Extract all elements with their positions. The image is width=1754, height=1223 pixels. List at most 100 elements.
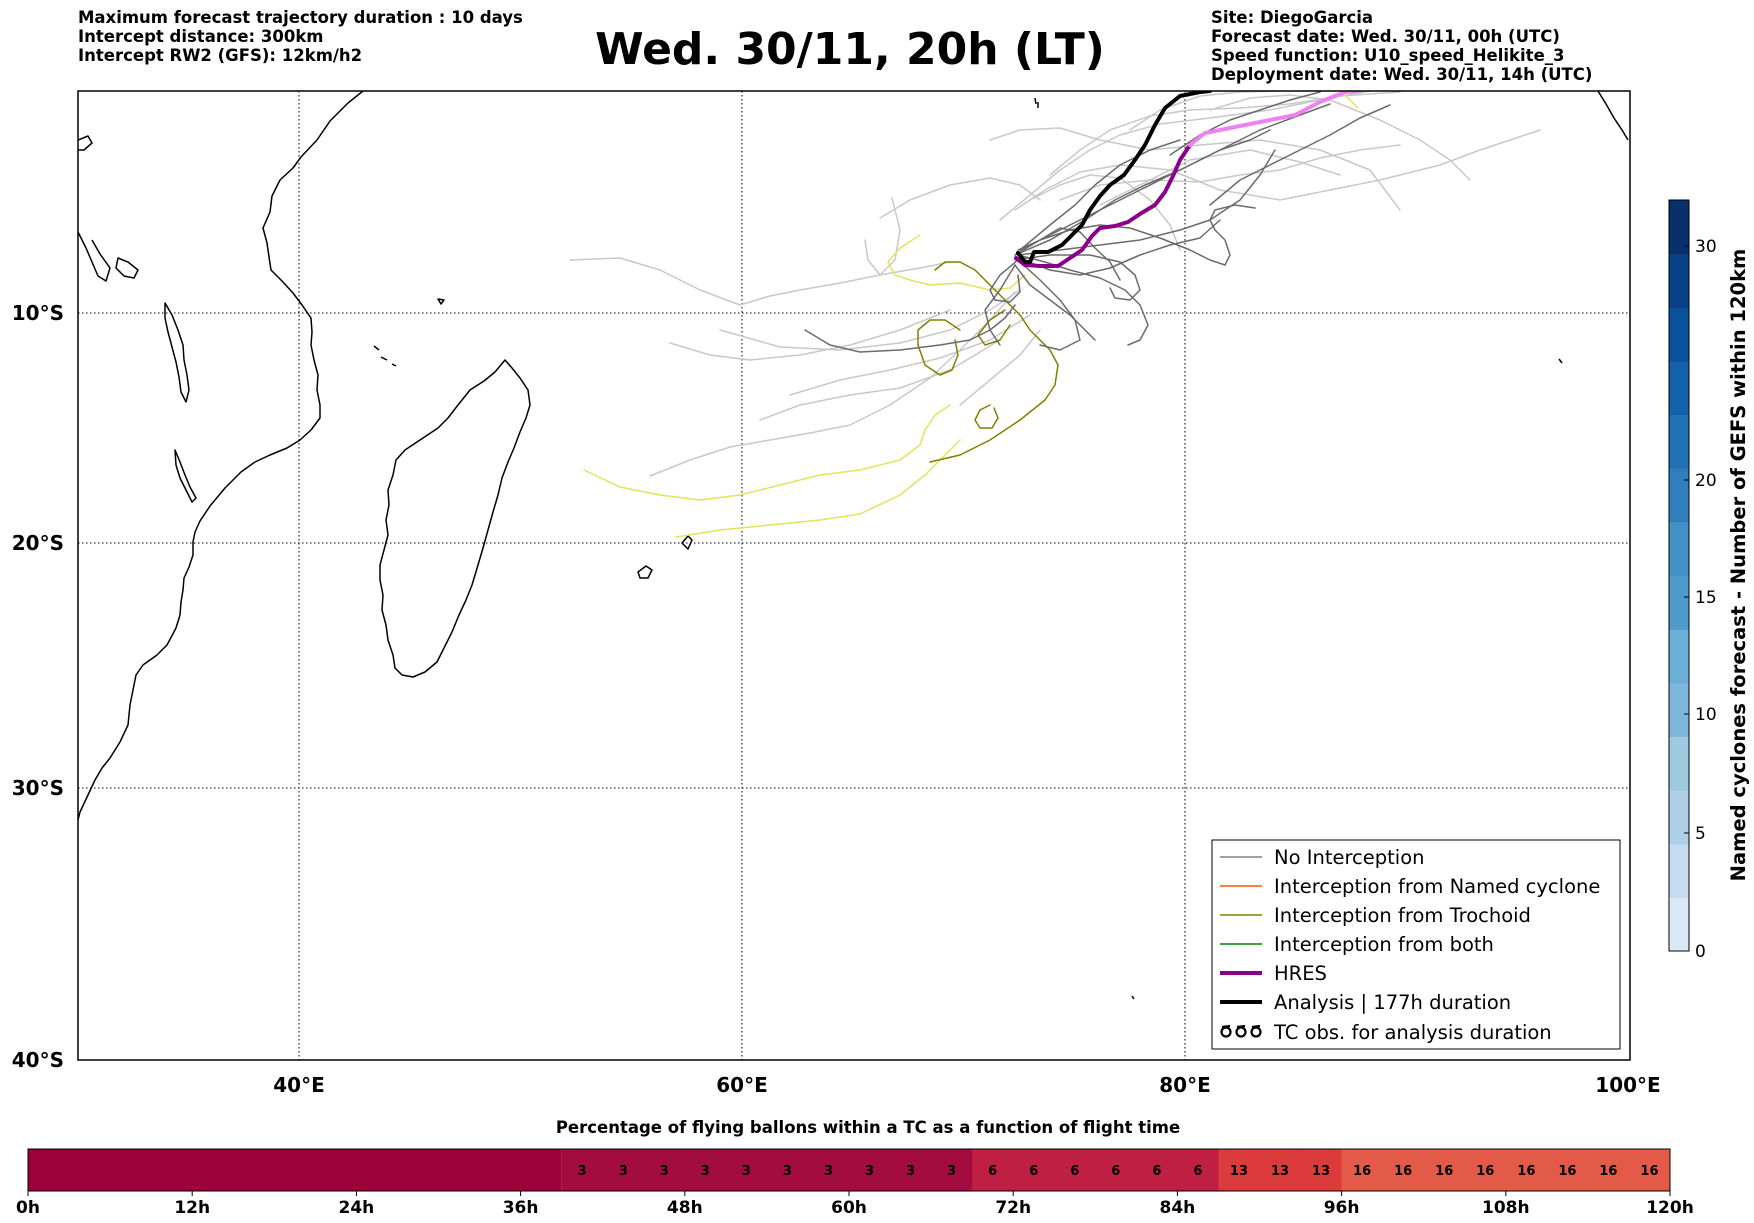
traj-y-1 — [583, 404, 951, 501]
header-max-duration: Maximum forecast trajectory duration : 1… — [78, 8, 523, 27]
traj-dg-1 — [804, 304, 1016, 353]
traj-dg-12 — [1017, 219, 1221, 276]
traj-dg-4 — [1014, 254, 1141, 301]
hres-path-late — [1188, 91, 1362, 147]
header-right: Site: DiegoGarcia Forecast date: Wed. 30… — [1211, 8, 1592, 84]
traj-dg-11 — [1017, 149, 1276, 256]
percentage-bar-hour-label: 48h — [667, 1198, 703, 1218]
percentage-bar-value: 3 — [947, 1164, 956, 1179]
percentage-bar-hour-label: 72h — [995, 1198, 1031, 1218]
percentage-bar-cell — [972, 1149, 1014, 1191]
percentage-bar: Percentage of flying ballons within a TC… — [16, 1118, 1694, 1218]
traj-lg-9 — [1049, 91, 1401, 176]
percentage-bar-value: 6 — [988, 1164, 997, 1179]
colorbar-segment — [1669, 200, 1689, 255]
colorbar-segment — [1669, 897, 1689, 952]
header-left: Maximum forecast trajectory duration : 1… — [78, 8, 523, 65]
traj-dg-8 — [1019, 139, 1181, 251]
colorbar-segment — [1669, 307, 1689, 362]
traj-lg-11 — [1059, 144, 1401, 201]
colorbar-segment — [1669, 575, 1689, 630]
percentage-bar-value: 3 — [824, 1164, 833, 1179]
red-sea-coast — [78, 231, 111, 282]
percentage-bar-hour-label: 60h — [831, 1198, 867, 1218]
traj-lg-7 — [989, 127, 1401, 211]
colorbar-segments — [1669, 200, 1689, 952]
reunion — [637, 565, 653, 579]
traj-lg-4 — [669, 309, 951, 361]
legend-label-no-interception: No Interception — [1274, 846, 1425, 869]
lat-label-40s: 40°S — [12, 1048, 64, 1072]
percentage-bar-value: 6 — [1193, 1164, 1202, 1179]
lat-labels: 10°S 20°S 30°S 40°S — [12, 301, 64, 1072]
lon-labels: 40°E 60°E 80°E 100°E — [273, 1073, 1660, 1097]
percentage-bar-value: 13 — [1271, 1164, 1289, 1179]
percentage-bar-value: 16 — [1353, 1164, 1371, 1179]
percentage-bar-hour-labels: 0h 12h 24h 36h 48h 60h 72h 84h 96h 108h 120h — [16, 1191, 1694, 1218]
trajectories — [569, 91, 1541, 538]
percentage-bar-value: 16 — [1517, 1164, 1535, 1179]
percentage-bar-cell — [1587, 1149, 1630, 1191]
colorbar-segment — [1669, 843, 1689, 898]
colorbar-tick-20: 20 — [1695, 471, 1717, 491]
mauritius — [681, 535, 693, 550]
header-intercept-distance: Intercept distance: 300km — [78, 27, 324, 46]
percentage-bar-cell — [849, 1149, 891, 1191]
percentage-bar-hour-label: 108h — [1482, 1198, 1530, 1218]
header-intercept-rw2: Intercept RW2 (GFS): 12km/h2 — [78, 46, 363, 65]
legend: No Interception Interception from Named … — [1211, 839, 1621, 1050]
percentage-bar-value: 3 — [619, 1164, 628, 1179]
graticule — [78, 91, 1630, 1060]
traj-olive-1 — [929, 261, 1059, 463]
percentage-bar-value: 13 — [1230, 1164, 1248, 1179]
percentage-bar-value: 16 — [1599, 1164, 1617, 1179]
percentage-bar-value: 13 — [1312, 1164, 1330, 1179]
legend-label-named-cyclone: Interception from Named cyclone — [1274, 875, 1600, 898]
colorbar-segment — [1669, 682, 1689, 737]
percentage-bar-value: 3 — [701, 1164, 710, 1179]
percentage-bar-value: 16 — [1394, 1164, 1412, 1179]
traj-dg-10 — [1017, 259, 1081, 351]
percentage-bar-value: 3 — [660, 1164, 669, 1179]
colorbar-segment — [1669, 360, 1689, 416]
traj-olive-4 — [974, 404, 999, 429]
africa-coastline — [78, 91, 364, 821]
colorbar: 0 5 10 15 20 30 Named cyclones forecast … — [1668, 199, 1750, 962]
colorbar-segment — [1669, 414, 1689, 469]
legend-box — [1211, 839, 1621, 1050]
arabia-somalia-coast — [78, 135, 93, 151]
percentage-bar-empty-segment — [28, 1149, 562, 1191]
colorbar-segment — [1669, 736, 1689, 791]
percentage-bar-value: 16 — [1640, 1164, 1658, 1179]
light-gray-trajectories — [569, 91, 1541, 477]
lake-tanganyika — [164, 302, 190, 403]
percentage-bar-cell — [1546, 1149, 1589, 1191]
percentage-bar-cell — [684, 1149, 727, 1191]
percentage-bar-cell — [725, 1149, 768, 1191]
percentage-bar-hour-label: 24h — [339, 1198, 375, 1218]
percentage-bar-cell — [807, 1149, 850, 1191]
percentage-bar-cell — [1341, 1149, 1384, 1191]
traj-lg-2 — [649, 291, 1016, 477]
percentage-bar-value: 16 — [1435, 1164, 1453, 1179]
colorbar-label: Named cyclones forecast - Number of GEFS… — [1727, 249, 1750, 882]
percentage-bar-cell — [1628, 1149, 1671, 1191]
percentage-bar-cell — [766, 1149, 809, 1191]
seychelles — [437, 298, 445, 305]
lon-label-80e: 80°E — [1159, 1073, 1211, 1097]
percentage-bar-value: 16 — [1558, 1164, 1576, 1179]
colorbar-segment — [1669, 629, 1689, 684]
percentage-bar-value: 6 — [1070, 1164, 1079, 1179]
colorbar-tick-0: 0 — [1695, 942, 1706, 962]
lat-label-20s: 20°S — [12, 531, 64, 555]
colorbar-tick-10: 10 — [1695, 705, 1717, 725]
percentage-bar-cell — [643, 1149, 686, 1191]
traj-lg-15 — [759, 339, 1001, 421]
map-frame — [77, 90, 1631, 1061]
sri-lanka-tip — [1597, 91, 1629, 141]
percentage-bar-cell — [890, 1149, 932, 1191]
comoros — [373, 345, 397, 367]
percentage-bar-value: 16 — [1476, 1164, 1494, 1179]
traj-dg-13 — [1017, 227, 1121, 281]
